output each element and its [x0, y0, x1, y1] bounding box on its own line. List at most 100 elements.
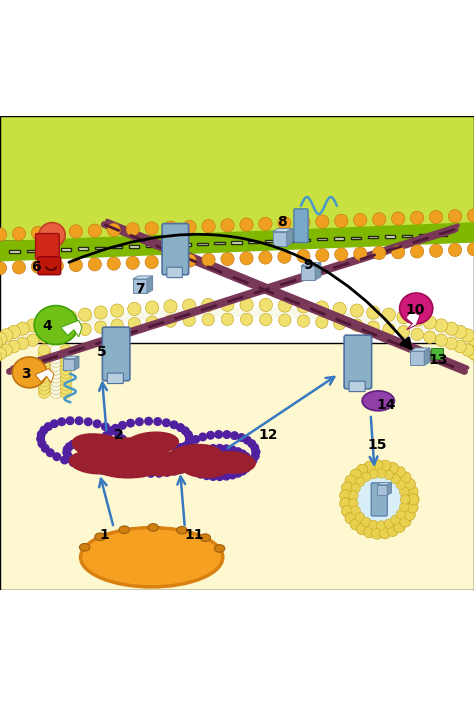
- Circle shape: [349, 491, 358, 501]
- Circle shape: [197, 470, 205, 478]
- Circle shape: [345, 513, 356, 524]
- Circle shape: [80, 438, 88, 445]
- Circle shape: [46, 449, 54, 457]
- Circle shape: [128, 317, 140, 330]
- FancyBboxPatch shape: [95, 247, 105, 249]
- FancyBboxPatch shape: [27, 250, 37, 252]
- Circle shape: [218, 470, 225, 478]
- Circle shape: [128, 302, 141, 316]
- Circle shape: [60, 364, 72, 375]
- Polygon shape: [301, 263, 321, 266]
- Circle shape: [179, 460, 186, 467]
- FancyBboxPatch shape: [385, 235, 395, 238]
- Circle shape: [154, 418, 162, 425]
- Circle shape: [186, 435, 193, 443]
- Circle shape: [429, 210, 443, 223]
- Circle shape: [185, 439, 192, 446]
- Circle shape: [164, 255, 177, 268]
- FancyBboxPatch shape: [180, 243, 191, 246]
- Circle shape: [60, 356, 72, 367]
- Circle shape: [429, 244, 443, 257]
- Polygon shape: [273, 228, 292, 232]
- Circle shape: [197, 447, 205, 455]
- Circle shape: [396, 510, 405, 519]
- Circle shape: [244, 455, 252, 463]
- Circle shape: [100, 436, 108, 443]
- FancyBboxPatch shape: [129, 245, 139, 247]
- Circle shape: [127, 419, 134, 427]
- Circle shape: [222, 472, 230, 480]
- Circle shape: [84, 418, 92, 426]
- Circle shape: [190, 457, 197, 465]
- Circle shape: [79, 460, 86, 467]
- Circle shape: [215, 431, 222, 439]
- FancyBboxPatch shape: [349, 381, 365, 391]
- Circle shape: [240, 298, 253, 312]
- Circle shape: [128, 455, 136, 462]
- Circle shape: [37, 435, 45, 443]
- Text: 7: 7: [135, 281, 145, 295]
- Circle shape: [115, 455, 122, 462]
- Text: 6: 6: [31, 260, 40, 274]
- Circle shape: [367, 306, 380, 319]
- Circle shape: [181, 443, 189, 450]
- Circle shape: [121, 445, 129, 453]
- Circle shape: [278, 250, 291, 264]
- Circle shape: [146, 455, 154, 462]
- Ellipse shape: [100, 437, 156, 462]
- Circle shape: [240, 464, 247, 472]
- Circle shape: [231, 432, 238, 439]
- Circle shape: [202, 314, 214, 326]
- FancyBboxPatch shape: [146, 245, 156, 247]
- Circle shape: [392, 245, 405, 259]
- Circle shape: [178, 465, 185, 473]
- Text: 5: 5: [97, 345, 107, 360]
- Circle shape: [60, 352, 72, 364]
- Polygon shape: [61, 320, 82, 337]
- Circle shape: [119, 466, 127, 474]
- Circle shape: [83, 463, 91, 471]
- Circle shape: [335, 248, 348, 261]
- Circle shape: [38, 440, 46, 448]
- Circle shape: [335, 214, 348, 228]
- Circle shape: [239, 450, 246, 458]
- Circle shape: [316, 316, 328, 329]
- Circle shape: [356, 513, 365, 522]
- Circle shape: [424, 331, 436, 343]
- Polygon shape: [147, 276, 153, 293]
- Circle shape: [228, 446, 236, 454]
- Circle shape: [183, 314, 195, 326]
- Circle shape: [88, 224, 101, 238]
- Circle shape: [356, 477, 365, 486]
- Circle shape: [392, 212, 405, 225]
- Text: 1: 1: [100, 528, 109, 542]
- Circle shape: [188, 466, 195, 474]
- Polygon shape: [406, 311, 420, 330]
- Circle shape: [201, 470, 209, 477]
- FancyBboxPatch shape: [44, 249, 54, 251]
- Circle shape: [120, 449, 128, 457]
- Circle shape: [0, 348, 7, 360]
- Ellipse shape: [362, 391, 394, 411]
- Circle shape: [133, 457, 141, 465]
- Circle shape: [107, 223, 120, 237]
- Text: 14: 14: [376, 398, 396, 412]
- Circle shape: [60, 368, 72, 379]
- FancyBboxPatch shape: [102, 327, 130, 381]
- Circle shape: [61, 456, 68, 464]
- FancyBboxPatch shape: [248, 240, 259, 243]
- Circle shape: [38, 331, 50, 343]
- Circle shape: [240, 218, 253, 231]
- FancyBboxPatch shape: [197, 243, 208, 245]
- Circle shape: [376, 521, 386, 530]
- Circle shape: [251, 443, 258, 451]
- Circle shape: [408, 493, 419, 505]
- Text: 4: 4: [43, 319, 52, 333]
- Circle shape: [60, 345, 72, 356]
- Circle shape: [244, 462, 252, 470]
- Circle shape: [125, 465, 133, 472]
- Circle shape: [203, 446, 210, 453]
- Circle shape: [120, 464, 128, 472]
- Text: 13: 13: [429, 352, 448, 367]
- Circle shape: [210, 471, 217, 478]
